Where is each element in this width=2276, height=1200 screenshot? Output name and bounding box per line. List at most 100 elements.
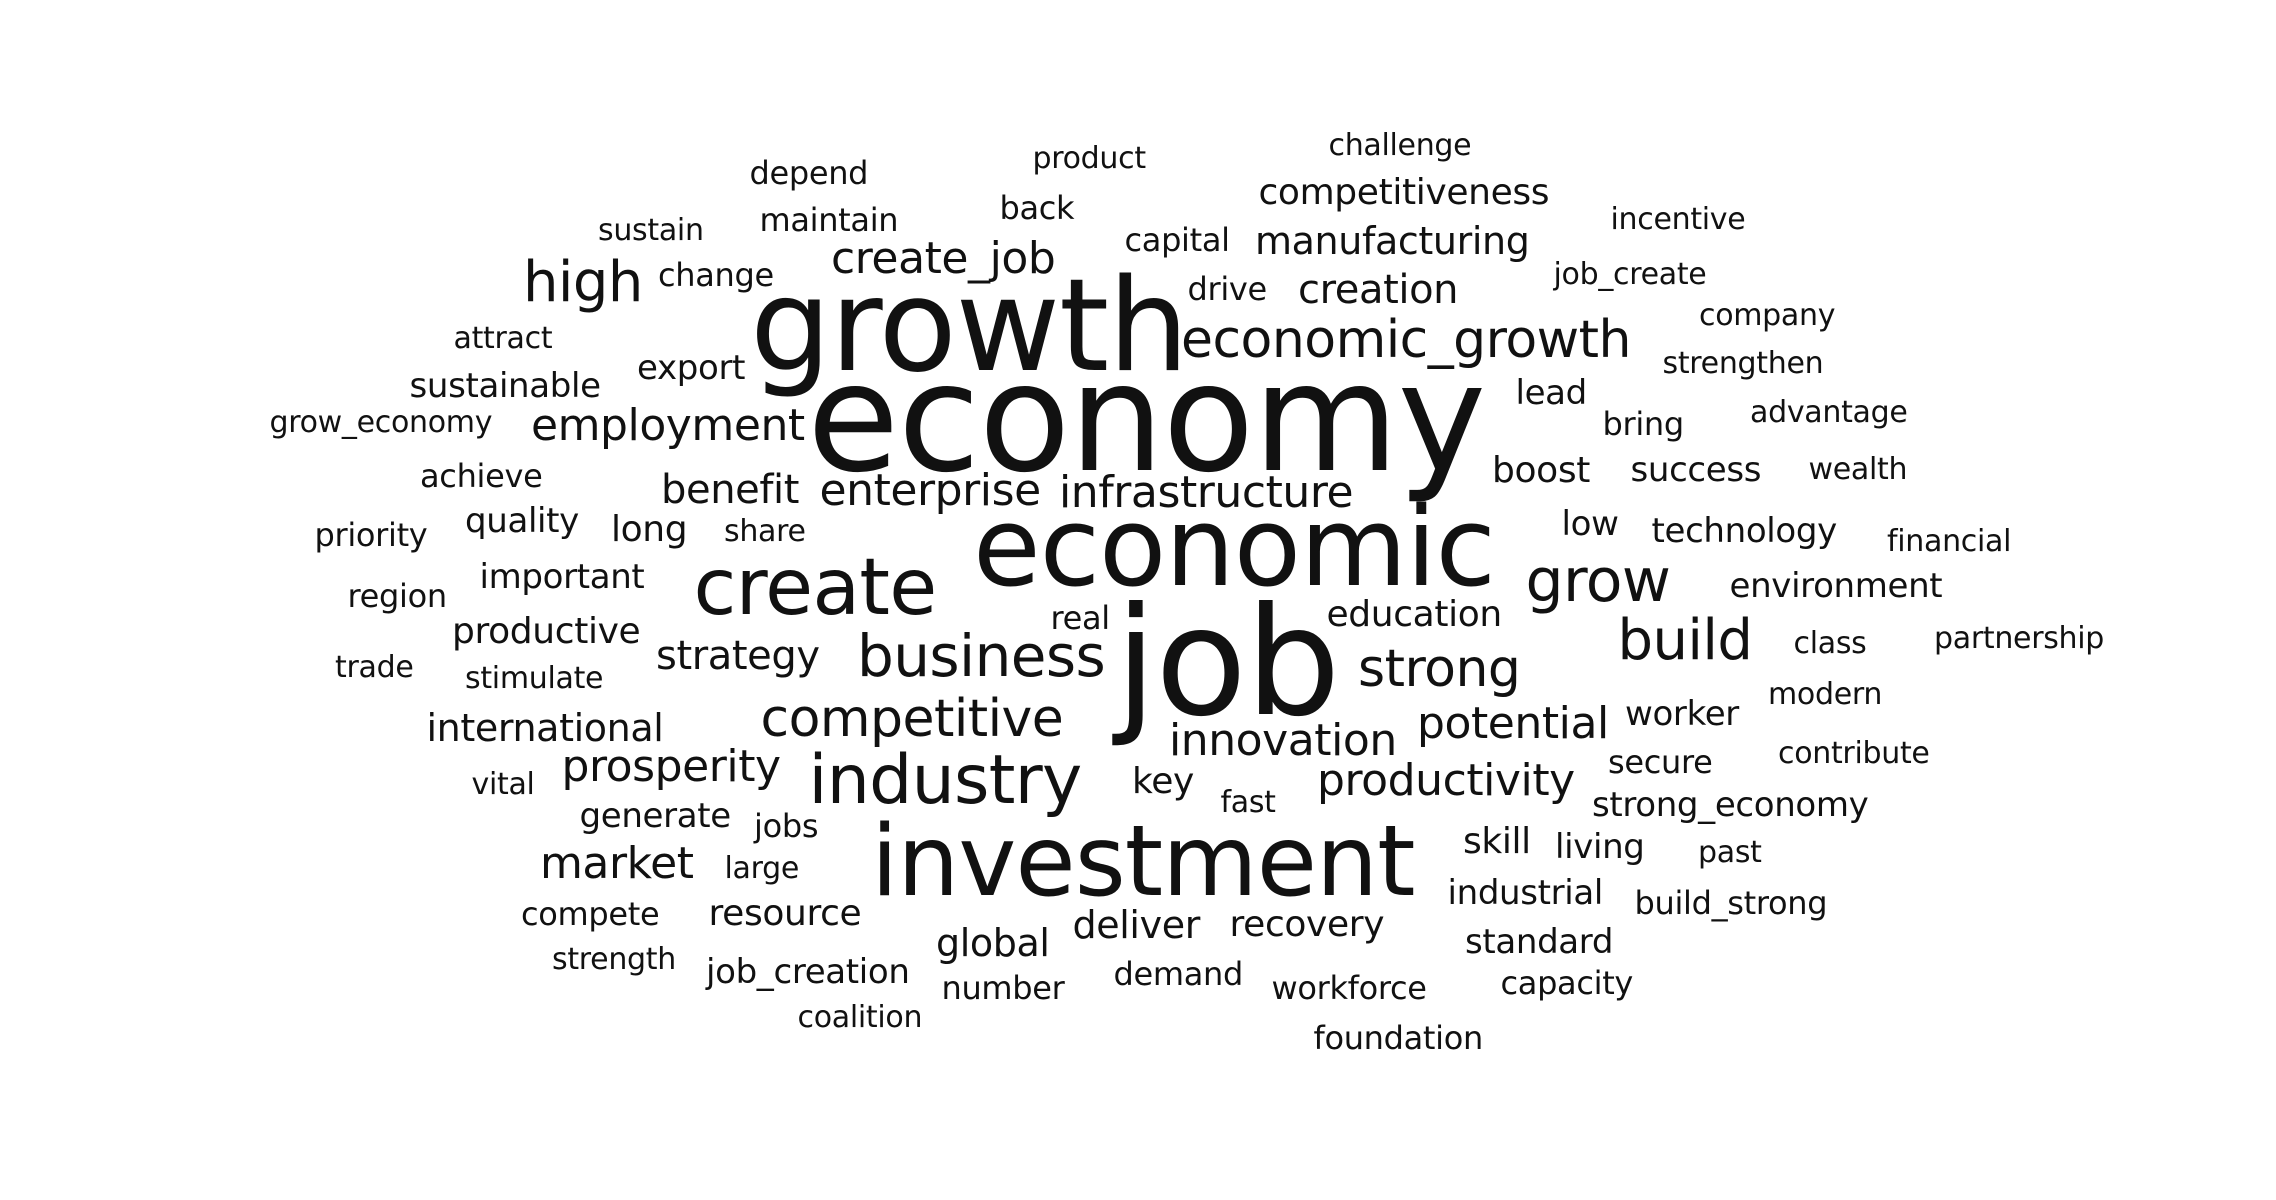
word-job-create: job_create — [1553, 257, 1707, 292]
word-capacity: capacity — [1500, 964, 1634, 1002]
word-product: product — [1032, 141, 1147, 176]
word-creation: creation — [1298, 267, 1459, 313]
word-build: build — [1617, 608, 1753, 673]
word-strengthen: strengthen — [1662, 346, 1824, 381]
word-generate: generate — [579, 796, 732, 836]
word-important: important — [479, 557, 645, 597]
word-capital: capital — [1124, 221, 1231, 259]
word-wealth: wealth — [1808, 452, 1908, 487]
word-achieve: achieve — [420, 457, 543, 495]
word-low: low — [1561, 504, 1619, 544]
word-competitiveness: competitiveness — [1258, 172, 1550, 213]
word-resource: resource — [708, 893, 862, 934]
word-secure: secure — [1608, 743, 1713, 781]
word-incentive: incentive — [1610, 202, 1746, 237]
word-strong-economy: strong_economy — [1592, 785, 1869, 825]
word-company: company — [1699, 298, 1836, 333]
word-lead: lead — [1515, 373, 1588, 413]
word-economy: economy — [807, 332, 1486, 506]
word-fast: fast — [1220, 785, 1276, 820]
word-attract: attract — [453, 321, 553, 356]
word-create-job: create_job — [831, 233, 1056, 284]
word-export: export — [637, 348, 746, 388]
word-job-creation: job_creation — [706, 952, 910, 992]
word-large: large — [724, 851, 800, 886]
word-class: class — [1793, 626, 1867, 661]
word-enterprise: enterprise — [819, 465, 1042, 516]
word-productive: productive — [452, 611, 641, 652]
word-back: back — [999, 189, 1075, 227]
word-potential: potential — [1417, 698, 1609, 749]
word-infrastructure: infrastructure — [1059, 467, 1354, 518]
word-boost: boost — [1492, 450, 1590, 491]
word-international: international — [426, 706, 664, 750]
word-advantage: advantage — [1750, 395, 1908, 430]
word-build-strong: build_strong — [1634, 884, 1828, 922]
word-bring: bring — [1602, 405, 1685, 443]
word-foundation: foundation — [1313, 1019, 1484, 1057]
word-sustainable: sustainable — [409, 366, 602, 406]
word-manufacturing: manufacturing — [1255, 219, 1530, 263]
word-standard: standard — [1465, 922, 1614, 962]
word-skill: skill — [1463, 821, 1531, 862]
word-success: success — [1630, 450, 1762, 490]
word-demand: demand — [1113, 955, 1244, 993]
word-past: past — [1698, 835, 1762, 870]
word-challenge: challenge — [1328, 128, 1472, 163]
word-education: education — [1326, 594, 1503, 635]
word-partnership: partnership — [1934, 621, 2105, 656]
word-investment: investment — [871, 805, 1416, 919]
word-job: job — [1115, 576, 1341, 750]
word-grow: grow — [1525, 546, 1671, 616]
word-market: market — [540, 838, 694, 889]
word-strategy: strategy — [656, 633, 820, 679]
word-global: global — [936, 921, 1050, 965]
word-drive: drive — [1187, 270, 1268, 308]
word-economic: economic — [973, 483, 1496, 611]
word-high: high — [523, 250, 643, 315]
word-stimulate: stimulate — [465, 661, 604, 696]
word-share: share — [724, 514, 806, 549]
word-strong: strong — [1358, 639, 1521, 699]
word-employment: employment — [531, 400, 805, 451]
word-recovery: recovery — [1229, 904, 1385, 945]
word-economic-growth: economic_growth — [1181, 310, 1632, 370]
word-coalition: coalition — [797, 1000, 923, 1035]
word-modern: modern — [1768, 677, 1883, 712]
word-industry: industry — [808, 741, 1083, 820]
word-worker: worker — [1625, 694, 1739, 734]
word-business: business — [857, 622, 1106, 690]
word-strength: strength — [552, 942, 676, 977]
word-contribute: contribute — [1778, 736, 1930, 771]
word-workforce: workforce — [1271, 969, 1427, 1007]
word-vital: vital — [471, 767, 535, 802]
word-maintain: maintain — [759, 201, 899, 239]
word-create: create — [693, 543, 938, 633]
word-priority: priority — [314, 516, 428, 554]
word-long: long — [611, 509, 688, 550]
word-living: living — [1555, 827, 1645, 867]
word-change: change — [658, 256, 774, 294]
word-jobs: jobs — [754, 807, 819, 845]
word-industrial: industrial — [1447, 873, 1604, 913]
word-innovation: innovation — [1169, 715, 1397, 766]
word-quality: quality — [465, 501, 579, 541]
word-depend: depend — [749, 154, 869, 192]
word-sustain: sustain — [598, 213, 704, 248]
word-benefit: benefit — [661, 467, 800, 513]
word-financial: financial — [1887, 524, 2012, 559]
word-environment: environment — [1729, 566, 1943, 606]
word-key: key — [1132, 761, 1194, 802]
word-prosperity: prosperity — [561, 741, 782, 792]
word-deliver: deliver — [1072, 903, 1201, 947]
word-compete: compete — [521, 895, 660, 933]
word-productivity: productivity — [1317, 755, 1575, 806]
word-number: number — [941, 969, 1065, 1007]
word-technology: technology — [1651, 511, 1838, 551]
word-real: real — [1050, 599, 1111, 637]
word-trade: trade — [335, 650, 414, 685]
word-growth: growth — [750, 252, 1189, 401]
word-region: region — [347, 577, 448, 615]
word-grow-economy: grow_economy — [269, 405, 493, 440]
